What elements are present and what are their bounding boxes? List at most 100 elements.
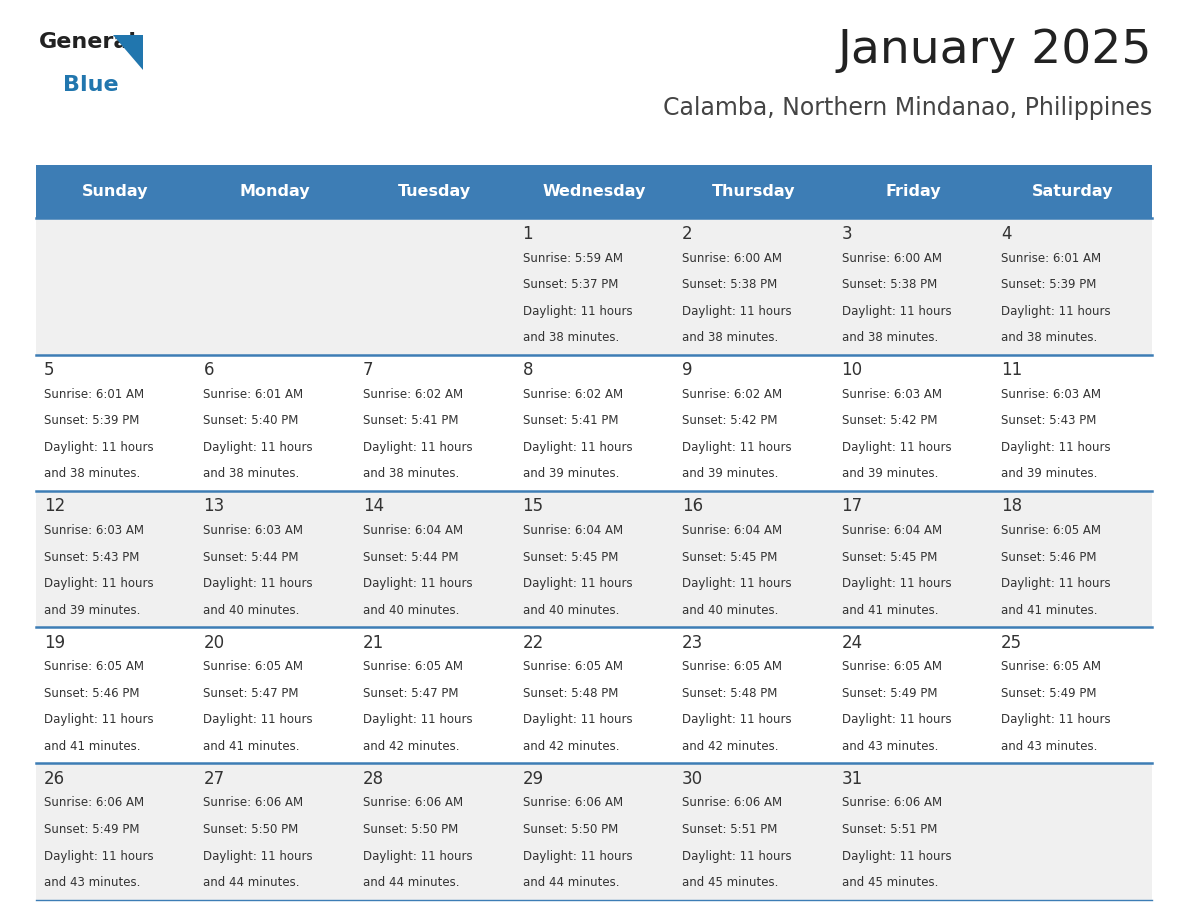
- Text: Sunrise: 6:05 AM: Sunrise: 6:05 AM: [203, 660, 303, 673]
- Text: Sunset: 5:47 PM: Sunset: 5:47 PM: [364, 687, 459, 700]
- Bar: [674, 354, 833, 491]
- Bar: [355, 627, 514, 764]
- Text: Friday: Friday: [885, 185, 941, 199]
- Bar: [195, 764, 355, 900]
- Text: Sunrise: 5:59 AM: Sunrise: 5:59 AM: [523, 252, 623, 264]
- Text: 2: 2: [682, 225, 693, 243]
- Text: Sunset: 5:43 PM: Sunset: 5:43 PM: [1001, 414, 1097, 427]
- Text: Sunset: 5:50 PM: Sunset: 5:50 PM: [523, 823, 618, 836]
- Text: 6: 6: [203, 361, 214, 379]
- Text: Sunset: 5:48 PM: Sunset: 5:48 PM: [523, 687, 618, 700]
- Text: Daylight: 11 hours: Daylight: 11 hours: [682, 713, 791, 726]
- Text: Sunrise: 6:06 AM: Sunrise: 6:06 AM: [364, 797, 463, 810]
- Bar: [195, 218, 355, 354]
- Text: and 43 minutes.: and 43 minutes.: [1001, 740, 1098, 753]
- Text: Sunset: 5:39 PM: Sunset: 5:39 PM: [44, 414, 139, 427]
- Bar: [514, 354, 674, 491]
- Text: Sunset: 5:42 PM: Sunset: 5:42 PM: [841, 414, 937, 427]
- Text: Daylight: 11 hours: Daylight: 11 hours: [44, 441, 153, 453]
- Bar: [993, 627, 1152, 764]
- Text: Sunday: Sunday: [82, 185, 148, 199]
- Text: Daylight: 11 hours: Daylight: 11 hours: [841, 577, 952, 590]
- Text: and 44 minutes.: and 44 minutes.: [364, 876, 460, 890]
- Text: 12: 12: [44, 498, 65, 515]
- Bar: [993, 764, 1152, 900]
- Text: Saturday: Saturday: [1032, 185, 1113, 199]
- Bar: [514, 165, 674, 218]
- Text: Daylight: 11 hours: Daylight: 11 hours: [523, 577, 632, 590]
- Text: Daylight: 11 hours: Daylight: 11 hours: [841, 441, 952, 453]
- Text: Sunset: 5:38 PM: Sunset: 5:38 PM: [682, 278, 777, 291]
- Text: Calamba, Northern Mindanao, Philippines: Calamba, Northern Mindanao, Philippines: [663, 96, 1152, 120]
- Text: and 38 minutes.: and 38 minutes.: [841, 331, 937, 344]
- Text: 9: 9: [682, 361, 693, 379]
- Bar: [514, 627, 674, 764]
- Text: 20: 20: [203, 633, 225, 652]
- Bar: [674, 165, 833, 218]
- Text: Daylight: 11 hours: Daylight: 11 hours: [44, 849, 153, 863]
- Text: Sunrise: 6:03 AM: Sunrise: 6:03 AM: [841, 387, 942, 401]
- Text: Daylight: 11 hours: Daylight: 11 hours: [841, 305, 952, 318]
- Text: 3: 3: [841, 225, 852, 243]
- Polygon shape: [113, 35, 143, 70]
- Text: January 2025: January 2025: [838, 28, 1152, 73]
- Text: Daylight: 11 hours: Daylight: 11 hours: [1001, 713, 1111, 726]
- Text: Sunset: 5:51 PM: Sunset: 5:51 PM: [682, 823, 777, 836]
- Text: Daylight: 11 hours: Daylight: 11 hours: [364, 441, 473, 453]
- Text: Sunset: 5:45 PM: Sunset: 5:45 PM: [682, 551, 777, 564]
- Text: and 38 minutes.: and 38 minutes.: [364, 467, 460, 480]
- Text: Daylight: 11 hours: Daylight: 11 hours: [682, 441, 791, 453]
- Text: Sunrise: 6:04 AM: Sunrise: 6:04 AM: [682, 524, 782, 537]
- Bar: [674, 218, 833, 354]
- Text: Sunset: 5:50 PM: Sunset: 5:50 PM: [364, 823, 459, 836]
- Text: Daylight: 11 hours: Daylight: 11 hours: [1001, 577, 1111, 590]
- Text: and 39 minutes.: and 39 minutes.: [841, 467, 939, 480]
- Text: Sunrise: 6:03 AM: Sunrise: 6:03 AM: [1001, 387, 1101, 401]
- Text: and 39 minutes.: and 39 minutes.: [523, 467, 619, 480]
- Text: Sunrise: 6:01 AM: Sunrise: 6:01 AM: [1001, 252, 1101, 264]
- Text: Sunrise: 6:05 AM: Sunrise: 6:05 AM: [44, 660, 144, 673]
- Text: and 38 minutes.: and 38 minutes.: [44, 467, 140, 480]
- Text: and 41 minutes.: and 41 minutes.: [44, 740, 140, 753]
- Text: Sunrise: 6:04 AM: Sunrise: 6:04 AM: [523, 524, 623, 537]
- Text: Sunrise: 6:06 AM: Sunrise: 6:06 AM: [203, 797, 304, 810]
- Bar: [993, 165, 1152, 218]
- Text: and 38 minutes.: and 38 minutes.: [523, 331, 619, 344]
- Text: and 41 minutes.: and 41 minutes.: [841, 604, 939, 617]
- Text: and 44 minutes.: and 44 minutes.: [523, 876, 619, 890]
- Text: Sunrise: 6:05 AM: Sunrise: 6:05 AM: [523, 660, 623, 673]
- Text: 4: 4: [1001, 225, 1012, 243]
- Bar: [36, 165, 195, 218]
- Bar: [355, 218, 514, 354]
- Text: 8: 8: [523, 361, 533, 379]
- Text: Daylight: 11 hours: Daylight: 11 hours: [523, 849, 632, 863]
- Text: Daylight: 11 hours: Daylight: 11 hours: [523, 441, 632, 453]
- Text: Sunset: 5:44 PM: Sunset: 5:44 PM: [364, 551, 459, 564]
- Bar: [993, 354, 1152, 491]
- Text: Sunset: 5:49 PM: Sunset: 5:49 PM: [44, 823, 139, 836]
- Text: and 38 minutes.: and 38 minutes.: [1001, 331, 1098, 344]
- Text: 11: 11: [1001, 361, 1023, 379]
- Text: Sunrise: 6:05 AM: Sunrise: 6:05 AM: [682, 660, 782, 673]
- Text: Daylight: 11 hours: Daylight: 11 hours: [203, 441, 314, 453]
- Text: Sunset: 5:42 PM: Sunset: 5:42 PM: [682, 414, 778, 427]
- Text: Monday: Monday: [240, 185, 310, 199]
- Text: 14: 14: [364, 498, 384, 515]
- Text: and 40 minutes.: and 40 minutes.: [682, 604, 778, 617]
- Bar: [993, 218, 1152, 354]
- Bar: [833, 764, 993, 900]
- Bar: [36, 218, 195, 354]
- Text: 13: 13: [203, 498, 225, 515]
- Text: Daylight: 11 hours: Daylight: 11 hours: [203, 849, 314, 863]
- Text: Daylight: 11 hours: Daylight: 11 hours: [44, 713, 153, 726]
- Text: 26: 26: [44, 770, 65, 788]
- Text: Sunset: 5:48 PM: Sunset: 5:48 PM: [682, 687, 777, 700]
- Text: Sunrise: 6:05 AM: Sunrise: 6:05 AM: [1001, 524, 1101, 537]
- Text: and 42 minutes.: and 42 minutes.: [364, 740, 460, 753]
- Text: Daylight: 11 hours: Daylight: 11 hours: [523, 713, 632, 726]
- Text: Daylight: 11 hours: Daylight: 11 hours: [841, 713, 952, 726]
- Text: Thursday: Thursday: [712, 185, 795, 199]
- Text: 16: 16: [682, 498, 703, 515]
- Text: and 42 minutes.: and 42 minutes.: [523, 740, 619, 753]
- Bar: [36, 354, 195, 491]
